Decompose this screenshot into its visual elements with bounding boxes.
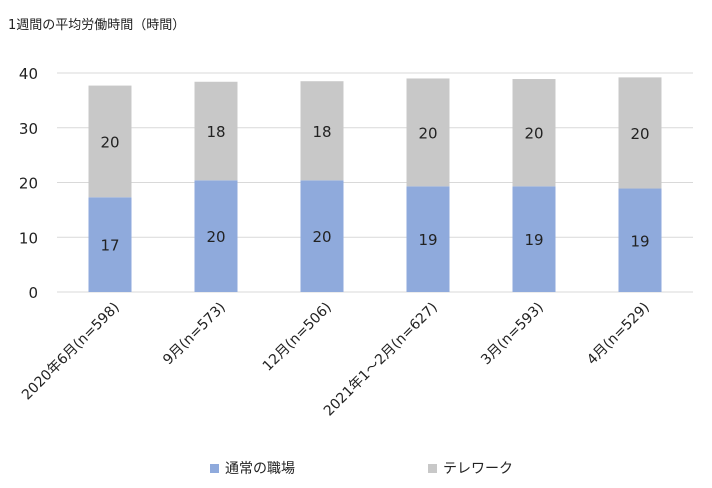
data-label: 20 — [418, 124, 437, 142]
data-label: 20 — [630, 125, 649, 143]
data-label: 19 — [418, 231, 437, 249]
bar-segment-office — [194, 180, 238, 292]
bar-segment-telework — [88, 85, 132, 198]
legend-swatch-telework — [428, 463, 437, 473]
x-tick-label: 12月(n=506) — [260, 300, 335, 375]
bar-segment-telework — [618, 77, 662, 189]
data-label: 18 — [312, 123, 331, 141]
bar-segment-telework — [406, 78, 450, 187]
data-label: 20 — [100, 133, 119, 151]
data-label: 18 — [206, 123, 225, 141]
x-tick-label: 3月(n=593) — [478, 300, 547, 369]
x-tick-label: 4月(n=529) — [584, 300, 653, 369]
bar-segment-office — [618, 188, 662, 292]
legend-swatch-office — [210, 463, 219, 473]
chart-title: 1週間の平均労働時間（時間） — [8, 18, 186, 33]
data-label: 20 — [312, 228, 331, 246]
bar-segment-office — [88, 197, 132, 292]
legend-item-telework: テレワーク — [428, 458, 513, 478]
y-tick-label: 40 — [19, 65, 38, 83]
data-label: 19 — [630, 232, 649, 250]
y-tick-label: 10 — [19, 229, 38, 247]
data-label: 20 — [524, 125, 543, 143]
x-tick-label: 9月(n=573) — [160, 300, 229, 369]
bar-segment-telework — [194, 81, 238, 181]
x-tick-label: 2020年6月(n=598) — [19, 300, 123, 404]
y-tick-label: 20 — [19, 175, 38, 193]
bar-segment-office — [406, 186, 450, 292]
legend-label-office: 通常の職場 — [225, 461, 295, 477]
legend-item-office: 通常の職場 — [210, 458, 295, 478]
data-label: 19 — [524, 231, 543, 249]
data-label: 20 — [206, 228, 225, 246]
x-tick-label: 2021年1～2月(n=627) — [321, 300, 441, 420]
bar-segment-office — [512, 186, 556, 292]
data-label: 17 — [100, 237, 119, 255]
y-tick-label: 30 — [19, 120, 38, 138]
bar-segment-telework — [512, 79, 556, 187]
legend-label-telework: テレワーク — [443, 461, 513, 477]
y-tick-label: 0 — [28, 284, 38, 302]
bar-segment-telework — [300, 81, 344, 181]
bar-segment-office — [300, 180, 344, 292]
